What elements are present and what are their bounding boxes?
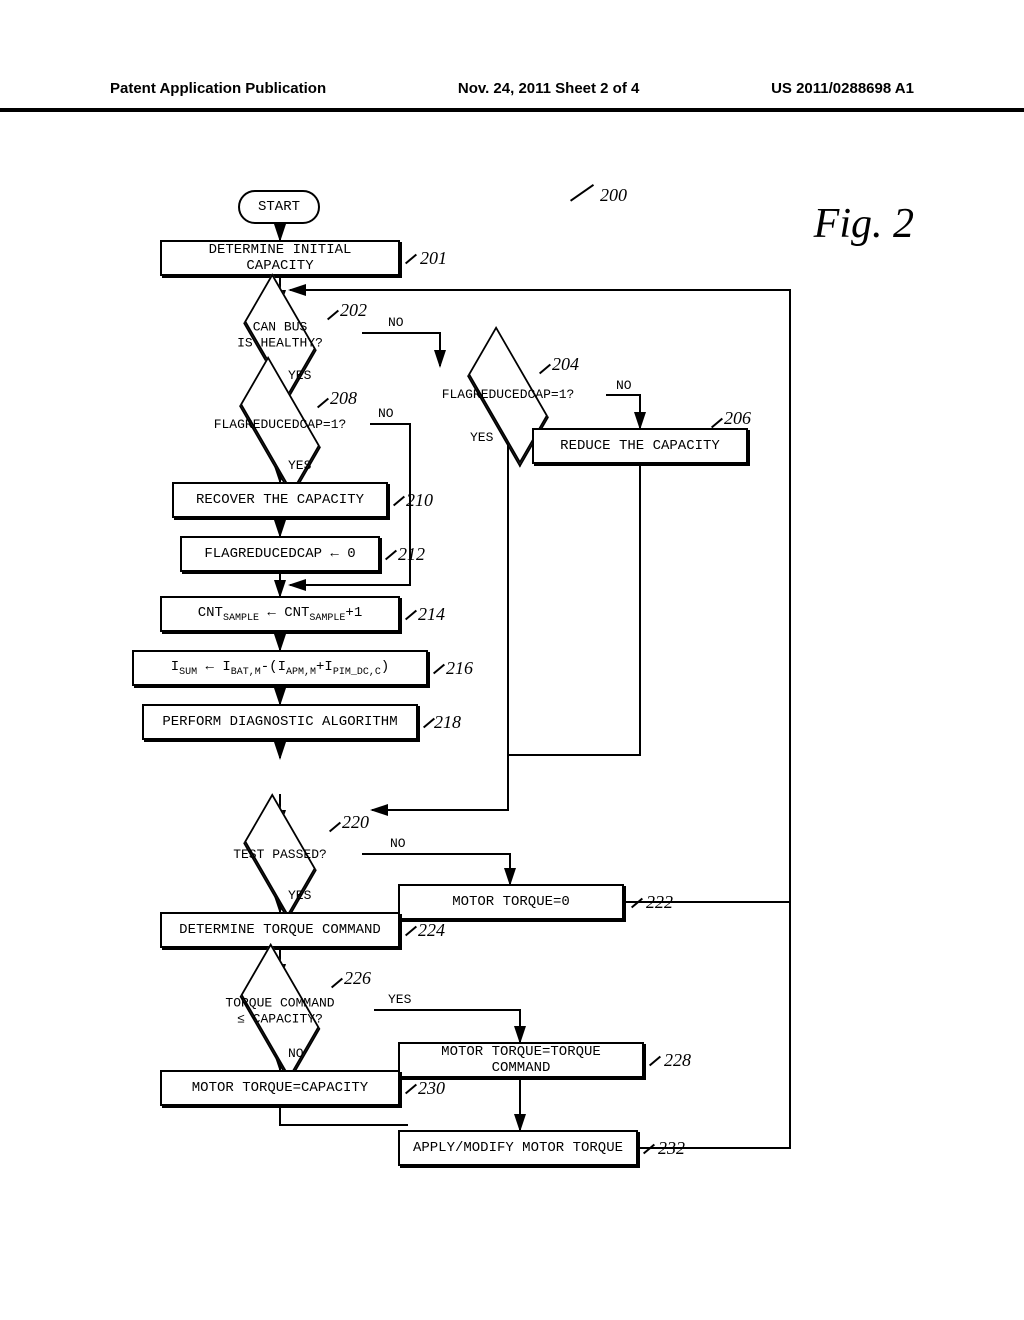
- node-232: APPLY/MODIFY MOTOR TORQUE: [398, 1130, 638, 1166]
- ref-tick-220: [329, 822, 341, 833]
- page-header: Patent Application Publication Nov. 24, …: [0, 80, 1024, 97]
- node-226-label: TORQUE COMMAND≤ CAPACITY?: [186, 995, 374, 1026]
- ref-204: 204: [552, 354, 579, 375]
- ref-tick-206: [711, 418, 723, 429]
- node-222: MOTOR TORQUE=0: [398, 884, 624, 920]
- node-224-label: DETERMINE TORQUE COMMAND: [179, 922, 381, 938]
- ref-232: 232: [658, 1138, 685, 1159]
- ref-tick-216: [433, 664, 445, 675]
- node-228-label: MOTOR TORQUE=TORQUE COMMAND: [410, 1044, 632, 1076]
- node-214-label: CNTSAMPLE ← CNTSAMPLE+1: [198, 605, 362, 624]
- node-218-label: PERFORM DIAGNOSTIC ALGORITHM: [162, 714, 397, 730]
- ref-tick-226: [331, 978, 343, 989]
- ref-230: 230: [418, 1078, 445, 1099]
- node-232-label: APPLY/MODIFY MOTOR TORQUE: [413, 1140, 623, 1156]
- edge-208-no: NO: [378, 406, 394, 421]
- node-230: MOTOR TORQUE=CAPACITY: [160, 1070, 400, 1106]
- ref-224: 224: [418, 920, 445, 941]
- start-node: START: [238, 190, 320, 224]
- ref-214: 214: [418, 604, 445, 625]
- ref-228: 228: [664, 1050, 691, 1071]
- node-201: DETERMINE INITIAL CAPACITY: [160, 240, 400, 276]
- node-214: CNTSAMPLE ← CNTSAMPLE+1: [160, 596, 400, 632]
- edge-202-no: NO: [388, 315, 404, 330]
- header-right: US 2011/0288698 A1: [771, 80, 914, 97]
- node-218: PERFORM DIAGNOSTIC ALGORITHM: [142, 704, 418, 740]
- node-220-label: TEST PASSED?: [196, 847, 364, 863]
- node-222-label: MOTOR TORQUE=0: [452, 894, 570, 910]
- node-212: FLAGREDUCEDCAP ← 0: [180, 536, 380, 572]
- start-label: START: [258, 199, 300, 215]
- node-210-label: RECOVER THE CAPACITY: [196, 492, 364, 508]
- node-216-label: ISUM ← IBAT,M-(IAPM,M+IPIM_DC,C): [171, 659, 390, 678]
- node-206-label: REDUCE THE CAPACITY: [560, 438, 720, 454]
- node-202: CAN BUSIS HEALTHY?: [238, 308, 322, 362]
- node-208-label: FLAGREDUCEDCAP=1?: [180, 417, 380, 433]
- edge-202-yes: YES: [288, 368, 311, 383]
- edge-220-yes: YES: [288, 888, 311, 903]
- node-216: ISUM ← IBAT,M-(IAPM,M+IPIM_DC,C): [132, 650, 428, 686]
- ref-226: 226: [344, 968, 371, 989]
- node-210: RECOVER THE CAPACITY: [172, 482, 388, 518]
- node-202-label: CAN BUSIS HEALTHY?: [196, 319, 364, 350]
- edge-220-no: NO: [390, 836, 406, 851]
- header-left: Patent Application Publication: [110, 80, 326, 97]
- node-204-label: FLAGREDUCEDCAP=1?: [408, 387, 608, 403]
- node-208: FLAGREDUCEDCAP=1?: [230, 398, 330, 452]
- node-224: DETERMINE TORQUE COMMAND: [160, 912, 400, 948]
- ref-tick-212: [385, 550, 397, 561]
- ref-tick-230: [405, 1084, 417, 1095]
- edge-226-yes: YES: [388, 992, 411, 1007]
- node-206: REDUCE THE CAPACITY: [532, 428, 748, 464]
- header-center: Nov. 24, 2011 Sheet 2 of 4: [458, 80, 639, 97]
- flowchart: START DETERMINE INITIAL CAPACITY 201 CAN…: [0, 170, 1024, 1270]
- node-230-label: MOTOR TORQUE=CAPACITY: [192, 1080, 368, 1096]
- edge-226-no: NO: [288, 1046, 304, 1061]
- edge-208-yes: YES: [288, 458, 311, 473]
- ref-212: 212: [398, 544, 425, 565]
- ref-222: 222: [646, 892, 673, 913]
- ref-tick-232: [643, 1144, 655, 1155]
- ref-220: 220: [342, 812, 369, 833]
- ref-202: 202: [340, 300, 367, 321]
- ref-tick-214: [405, 610, 417, 621]
- ref-208: 208: [330, 388, 357, 409]
- ref-210: 210: [406, 490, 433, 511]
- ref-206: 206: [724, 408, 751, 429]
- node-228: MOTOR TORQUE=TORQUE COMMAND: [398, 1042, 644, 1078]
- node-201-label: DETERMINE INITIAL CAPACITY: [172, 242, 388, 274]
- header-rule: [0, 108, 1024, 112]
- ref-tick-228: [649, 1056, 661, 1067]
- edge-204-no: NO: [616, 378, 632, 393]
- ref-218: 218: [434, 712, 461, 733]
- ref-201: 201: [420, 248, 447, 269]
- node-204: FLAGREDUCEDCAP=1?: [458, 368, 558, 422]
- node-212-label: FLAGREDUCEDCAP ← 0: [204, 546, 355, 562]
- node-220: TEST PASSED?: [238, 828, 322, 882]
- edge-204-yes: YES: [470, 430, 493, 445]
- node-226: TORQUE COMMAND≤ CAPACITY?: [233, 982, 327, 1040]
- ref-216: 216: [446, 658, 473, 679]
- ref-tick-201: [405, 254, 417, 265]
- ref-tick-222: [631, 898, 643, 909]
- ref-tick-210: [393, 496, 405, 507]
- ref-tick-224: [405, 926, 417, 937]
